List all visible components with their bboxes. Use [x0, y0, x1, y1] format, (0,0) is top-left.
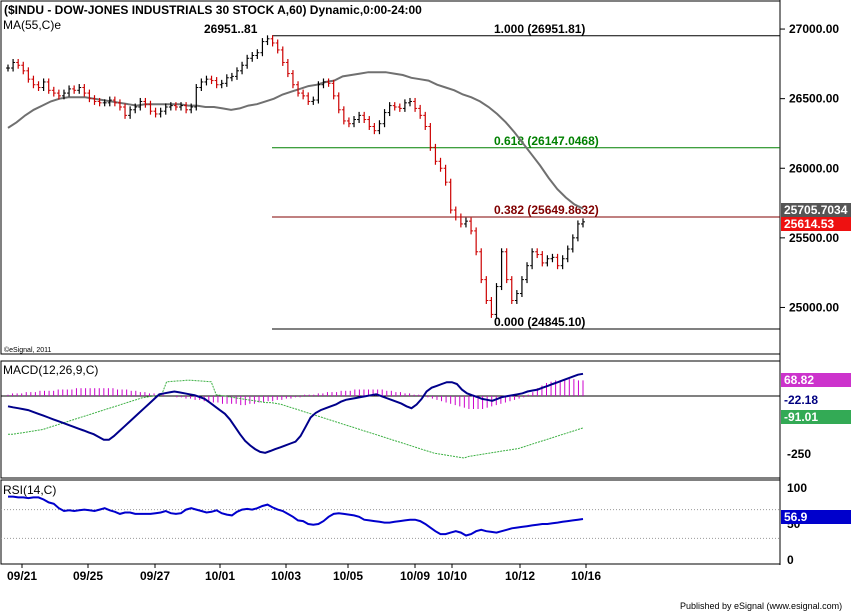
macd-layer [1, 372, 780, 459]
x-tick-label: 09/21 [7, 569, 37, 583]
ma55-line [7, 71, 584, 210]
x-tick-label: 10/12 [505, 569, 535, 583]
x-tick-label: 10/01 [205, 569, 235, 583]
chart-title: ($INDU - DOW-JONES INDUSTRIALS 30 STOCK … [4, 3, 422, 17]
price-y-tick-label: 26500.00 [789, 92, 839, 106]
x-tick-label: 10/05 [333, 569, 363, 583]
rsi-line [8, 495, 584, 537]
rsi-value-badge: 56.9 [784, 510, 808, 524]
macd-y-tick-label: -250 [787, 447, 811, 461]
x-tick-label: 10/16 [571, 569, 601, 583]
macd-panel-frame [0, 360, 781, 479]
ma-value-badge-bg [781, 203, 851, 217]
macd-signal-line [8, 379, 584, 459]
macd-signal-badge: -91.01 [784, 410, 818, 424]
copyright-label: ©eSignal, 2011 [4, 346, 52, 354]
price-y-tick-label: 27000.00 [789, 22, 839, 36]
price-y-tick-label: 25500.00 [789, 231, 839, 245]
fib-label: 0.000 (24845.10) [494, 315, 585, 329]
x-tick-label: 09/25 [73, 569, 103, 583]
ma-label: MA(55,C)e [3, 18, 61, 32]
price-layer: 1.000 (26951.81) 0.618 (26147.0468) 0.382 … [6, 22, 780, 330]
publisher-label: Published by eSignal (www.esignal.com) [680, 601, 842, 611]
fib-label: 1.000 (26951.81) [494, 22, 585, 36]
x-tick-label: 10/10 [437, 569, 467, 583]
rsi-y-tick-label: 100 [787, 481, 807, 495]
rsi-value-badge-bg [781, 510, 851, 524]
price-y-tick-label: 25000.00 [789, 300, 839, 314]
ma-value-badge: 25705.7034 [784, 203, 848, 217]
axis-layer: 27000.00 26500.00 26000.00 25500.00 25000.00… [7, 22, 851, 583]
macd-title: MACD(12,26,9,C) [3, 363, 98, 377]
x-tick-label: 10/03 [271, 569, 301, 583]
fib-label: 0.618 (26147.0468) [494, 134, 599, 148]
high-price-label: 26951..81 [204, 22, 258, 36]
x-tick-label: 10/09 [400, 569, 430, 583]
x-tick-label: 09/27 [140, 569, 170, 583]
last-price-badge: 25614.53 [784, 217, 834, 231]
macd-value-badge-bg [781, 393, 851, 407]
last-price-badge-bg [781, 217, 851, 231]
macd-value-badge: -22.18 [784, 393, 818, 407]
rsi-title: RSI(14,C) [3, 483, 56, 497]
price-y-tick-label: 26000.00 [789, 161, 839, 175]
rsi-layer [1, 495, 780, 539]
rsi-y-tick-label: 0 [787, 553, 794, 567]
macd-signal-badge-bg [781, 410, 851, 424]
fib-label: 0.382 (25649.8632) [494, 203, 599, 217]
macd-histogram-badge: 68.82 [784, 373, 814, 387]
macd-histogram-badge-bg [781, 373, 851, 387]
price-panel-frame [0, 0, 781, 355]
macd-line [7, 372, 584, 454]
